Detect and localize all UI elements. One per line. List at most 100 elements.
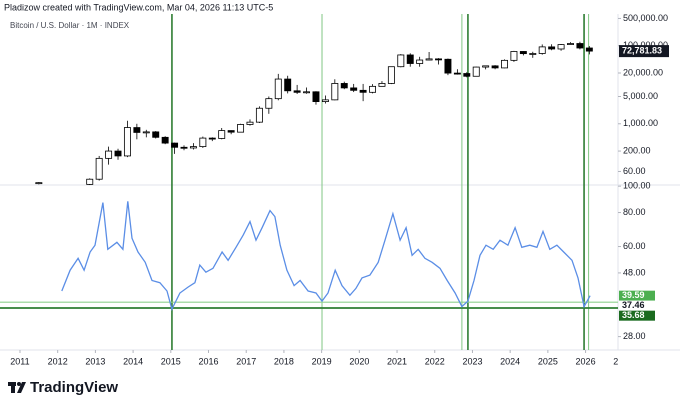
candle-body xyxy=(359,89,367,93)
y-tick-label: 500,000.00 xyxy=(623,13,668,23)
x-tick-group: 2017 xyxy=(236,350,256,366)
x-tick-group: 2022 xyxy=(425,350,445,366)
symbol-title: Bitcoin / U.S. Dollar · 1M · INDEX xyxy=(10,21,130,30)
candle-body xyxy=(585,47,593,52)
candle-body xyxy=(406,54,414,64)
candle-body xyxy=(567,43,574,45)
candle-body xyxy=(331,83,339,101)
x-tick-label: 2015 xyxy=(161,356,181,366)
candle-body xyxy=(491,65,499,69)
candle-body xyxy=(161,136,169,144)
y-tick-label: 100.00 xyxy=(623,181,651,191)
candle-body xyxy=(453,72,461,75)
candle-body xyxy=(237,124,245,133)
candle-body xyxy=(218,130,226,139)
candle-body xyxy=(265,98,273,109)
level-tag-label: 37.46 xyxy=(622,300,645,310)
x-tick-label: 2023 xyxy=(462,356,482,366)
candle-body xyxy=(303,91,311,94)
candle-body xyxy=(199,137,207,148)
candle-body xyxy=(548,46,556,50)
candle-body xyxy=(378,83,386,87)
candle-body xyxy=(538,46,546,54)
y-tick-label: 200.00 xyxy=(623,145,651,155)
candle-body xyxy=(444,58,452,74)
x-tick-label: 2016 xyxy=(198,356,218,366)
x-tick-label: 2012 xyxy=(48,356,68,366)
candle-body xyxy=(557,44,565,50)
candle-body xyxy=(95,157,103,180)
price-tag-label: 72,781.83 xyxy=(622,45,662,55)
y-tick-label: 48.00 xyxy=(623,267,646,277)
y-tick-label: 80.00 xyxy=(623,207,646,217)
x-tick-label: 2025 xyxy=(538,356,558,366)
y-tick-label: 28.00 xyxy=(623,331,646,341)
candle-body xyxy=(340,83,348,89)
candle-body xyxy=(180,146,188,149)
candle-body xyxy=(123,127,131,157)
x-tick-label: 2014 xyxy=(123,356,143,366)
candle-body xyxy=(519,51,527,55)
candle-body xyxy=(171,142,179,148)
candle-body xyxy=(227,130,235,133)
candle-body xyxy=(189,146,197,149)
x-tick-group: 2026 xyxy=(576,350,596,366)
x-tick-label: 2018 xyxy=(274,356,294,366)
brand: TradingView xyxy=(30,379,118,396)
candle-body xyxy=(114,150,122,157)
candle-body xyxy=(284,78,292,92)
x-tick-group: 2027 xyxy=(613,356,633,366)
level-tag xyxy=(619,300,655,311)
candle-body xyxy=(369,85,376,93)
y-tick-label: 60.00 xyxy=(623,166,646,176)
y-tick-label: 60.00 xyxy=(623,241,646,251)
x-tick-label: 2011 xyxy=(10,356,29,366)
x-tick-label: 2020 xyxy=(349,356,369,366)
x-tick-group: 2018 xyxy=(274,350,294,366)
plot-area xyxy=(35,14,593,185)
x-tick-label: 2017 xyxy=(236,356,256,366)
x-tick-group: 2021 xyxy=(387,350,407,366)
x-tick-group: 2015 xyxy=(161,350,181,366)
credit: Pladizow created with TradingView.com, M… xyxy=(4,2,273,12)
x-tick-group: 2013 xyxy=(85,350,105,366)
candle-body xyxy=(255,107,263,123)
candle-body xyxy=(576,43,584,49)
y-tick-label: 20,000.00 xyxy=(623,67,663,77)
candle-body xyxy=(152,131,160,138)
x-tick-group: 2011 xyxy=(10,350,30,366)
x-tick-label: 2026 xyxy=(576,356,596,366)
y-tick-label: 100,000.00 xyxy=(623,40,668,50)
candle-body xyxy=(293,90,301,93)
candle-body xyxy=(142,131,150,134)
candle-body xyxy=(312,91,320,103)
candle-body xyxy=(397,54,405,68)
x-tick-label: 2024 xyxy=(500,356,520,366)
candle-body xyxy=(482,65,490,68)
level-tag-label: 35.68 xyxy=(622,310,645,320)
x-tick-label: 2021 xyxy=(387,356,407,366)
x-tick-group: 2020 xyxy=(349,350,369,366)
candle-body xyxy=(501,59,508,69)
candle-body xyxy=(425,58,433,61)
x-tick-group: 2023 xyxy=(462,350,482,366)
candle-body xyxy=(463,73,471,77)
x-tick-group: 2016 xyxy=(198,350,219,366)
x-tick-label: 2027 xyxy=(613,356,633,366)
candle-body xyxy=(274,78,282,100)
plot-area xyxy=(0,185,618,350)
x-tick-label: 2019 xyxy=(312,356,332,366)
candle-body xyxy=(321,99,329,103)
candle-body xyxy=(133,127,141,133)
x-tick-group: 2025 xyxy=(538,350,558,366)
candle-body xyxy=(529,53,537,55)
price-tag xyxy=(619,45,669,58)
candle-body xyxy=(435,58,442,61)
candle-body xyxy=(472,66,480,77)
y-tick-label: 5,000.00 xyxy=(623,91,658,101)
y-tick-label: 1,000.00 xyxy=(623,118,658,128)
x-tick-label: 2022 xyxy=(425,356,445,366)
level-tag-label: 39.59 xyxy=(622,290,645,300)
